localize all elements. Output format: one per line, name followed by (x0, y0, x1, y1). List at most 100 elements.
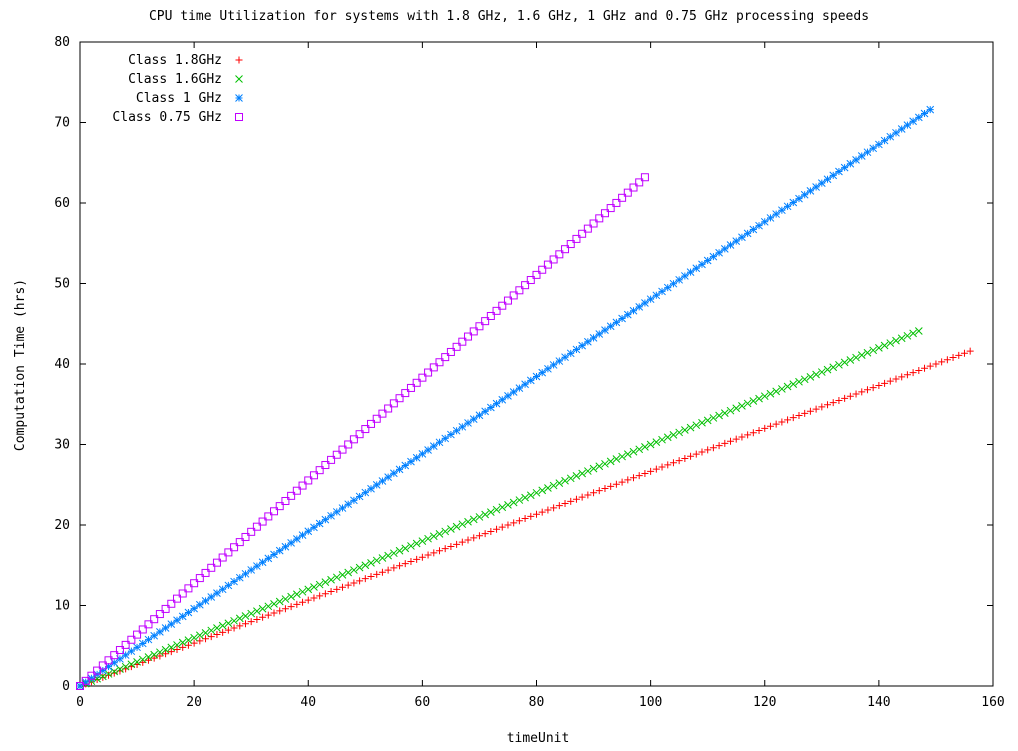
data-point (857, 351, 866, 359)
data-point (304, 585, 313, 594)
data-point (646, 295, 655, 304)
data-point (658, 287, 666, 296)
data-point (755, 427, 763, 435)
data-point (760, 217, 769, 226)
data-point (806, 407, 814, 415)
data-point (235, 538, 244, 547)
data-point (852, 156, 860, 164)
data-point (858, 388, 866, 396)
data-point (253, 562, 261, 570)
data-point (150, 650, 159, 659)
data-point (452, 342, 461, 351)
data-point (915, 366, 923, 374)
data-point (606, 204, 615, 213)
data-point (304, 596, 312, 604)
data-point (795, 377, 803, 386)
data-point (600, 209, 609, 218)
data-point (532, 270, 541, 279)
data-point (212, 558, 221, 567)
data-point (389, 399, 398, 408)
data-point (452, 522, 461, 531)
data-point (658, 463, 666, 471)
data-point (641, 443, 649, 451)
data-point (230, 577, 238, 586)
data-point (646, 440, 655, 449)
data-point (276, 607, 284, 615)
data-point (235, 614, 244, 623)
data-point (555, 502, 563, 510)
data-point (749, 429, 757, 437)
data-point (218, 585, 227, 594)
data-point (640, 173, 649, 182)
data-point (669, 459, 677, 467)
data-point (789, 198, 798, 207)
data-point (812, 370, 820, 379)
data-point (184, 584, 193, 593)
data-point (863, 386, 871, 394)
data-point (527, 512, 535, 520)
data-point (270, 550, 278, 559)
data-point (252, 522, 261, 531)
data-point (846, 356, 855, 364)
data-point (841, 394, 849, 402)
data-point (509, 388, 518, 396)
data-point (412, 539, 421, 548)
data-point (469, 515, 478, 524)
data-point (675, 457, 683, 465)
data-point (292, 535, 301, 543)
data-point (504, 501, 512, 509)
data-point (264, 611, 272, 619)
data-point (133, 657, 141, 666)
data-point (287, 491, 296, 500)
series-cross (76, 327, 923, 690)
data-point (453, 540, 461, 548)
data-point (589, 464, 598, 473)
data-point (555, 250, 564, 259)
data-point (110, 651, 119, 660)
data-point (543, 260, 552, 269)
data-point (623, 450, 632, 459)
data-point (195, 600, 204, 609)
data-point (681, 272, 689, 280)
data-point (361, 488, 370, 497)
series-square (76, 173, 649, 690)
data-point (509, 498, 518, 507)
data-point (920, 109, 929, 118)
legend: Class 1.8GHz Class 1.6GHz Class 1 GHz Class… (112, 53, 243, 125)
data-point (481, 407, 489, 416)
data-point (407, 542, 415, 550)
data-point (783, 202, 792, 211)
data-point (447, 542, 455, 550)
data-point (812, 405, 820, 413)
data-point (138, 655, 147, 664)
data-point (823, 175, 832, 184)
x-tick-label: 40 (300, 695, 316, 710)
data-point (812, 183, 820, 191)
data-point (583, 224, 592, 233)
data-point (840, 163, 849, 172)
data-point (321, 578, 330, 587)
data-point (738, 402, 746, 410)
data-point (144, 635, 153, 644)
data-point (464, 419, 472, 427)
data-point (104, 662, 113, 671)
data-point (743, 399, 752, 408)
data-point (230, 616, 238, 625)
data-point (355, 430, 364, 439)
data-point (224, 619, 233, 628)
data-point (567, 497, 575, 505)
data-point (349, 435, 358, 444)
data-point (595, 487, 603, 495)
y-axis-label: Computation Time (hrs) (13, 279, 28, 451)
data-point (732, 237, 741, 245)
data-point (418, 373, 427, 382)
data-point (401, 544, 410, 553)
data-point (355, 492, 364, 501)
data-point (818, 403, 826, 411)
data-point (235, 573, 244, 582)
data-point (298, 587, 307, 596)
data-point (116, 655, 124, 663)
y-tick-label: 50 (54, 277, 70, 292)
data-point (515, 384, 524, 392)
data-point (87, 671, 96, 680)
